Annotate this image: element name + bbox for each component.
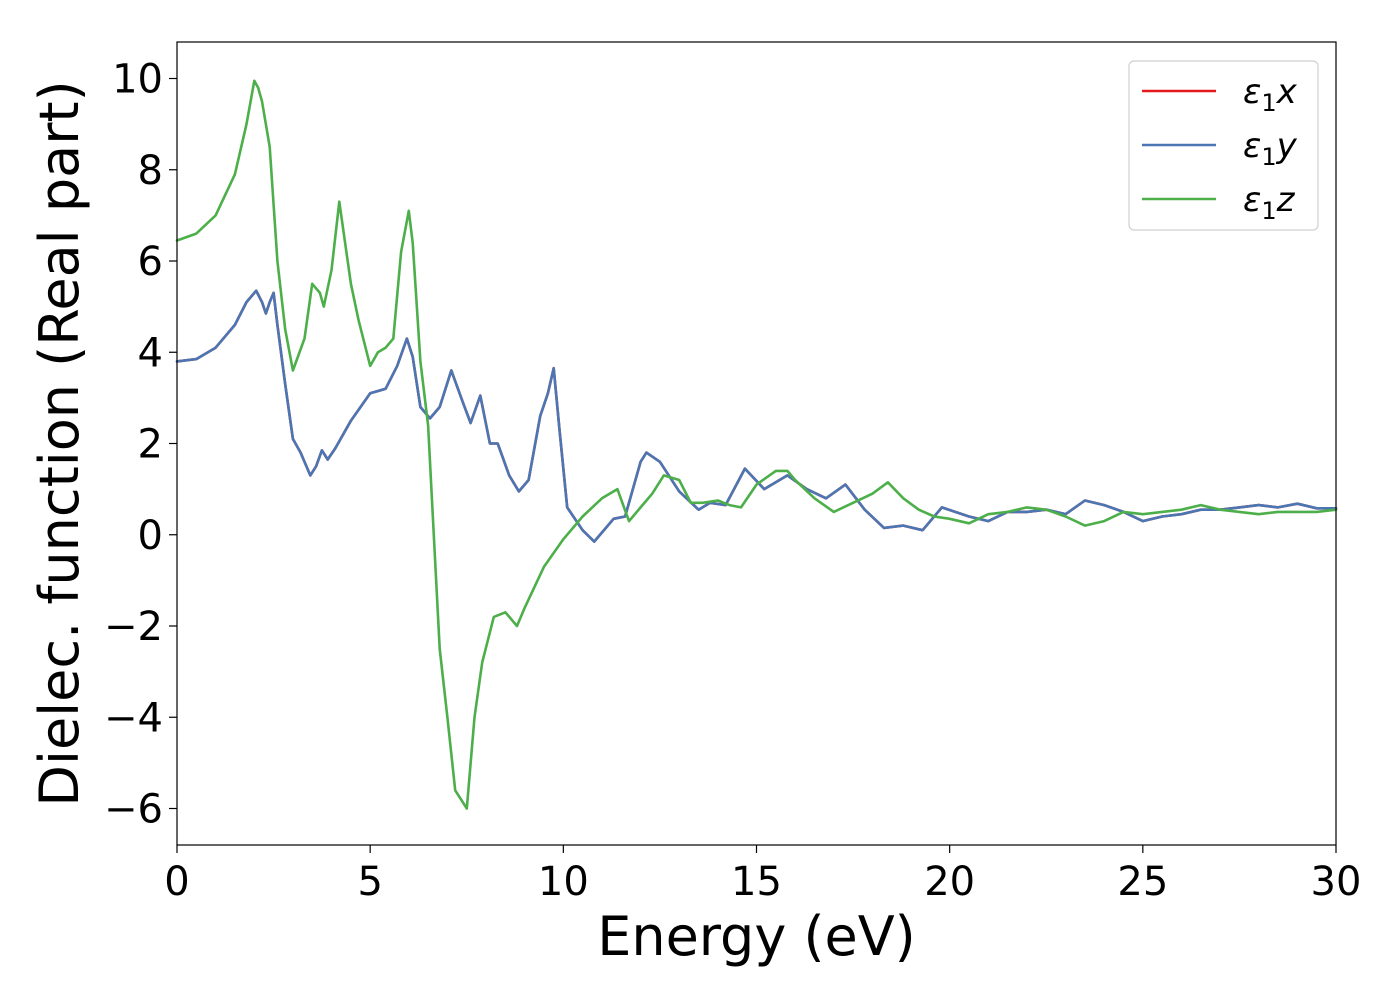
legend-label-z: ε1z (1243, 180, 1296, 225)
x-tick-label: 20 (924, 859, 975, 905)
y-tick-label: 0 (138, 513, 163, 559)
x-tick-label: 30 (1311, 859, 1362, 905)
y-tick-label: −2 (104, 604, 163, 650)
y-axis-label: Dielec. function (Real part) (28, 80, 91, 806)
y-tick-label: 10 (112, 57, 163, 103)
x-tick-label: 25 (1117, 859, 1168, 905)
series-lines (175, 79, 1338, 810)
legend-label-x: ε1x (1243, 72, 1298, 117)
axis-ticks: 0 5 10 15 20 25 30 −6 −4 −2 0 2 4 6 8 10 (104, 57, 1361, 906)
x-tick-label: 15 (731, 859, 782, 905)
x-tick-label: 5 (357, 859, 382, 905)
y-tick-label: 8 (138, 148, 163, 194)
x-tick-label: 0 (164, 859, 189, 905)
x-axis-label: Energy (eV) (597, 905, 916, 968)
legend: ε1x ε1y ε1z (1128, 60, 1319, 231)
series-line-z (175, 79, 1338, 810)
series-line-y (175, 289, 1338, 543)
x-tick-label: 10 (538, 859, 589, 905)
legend-label-y: ε1y (1243, 126, 1298, 171)
series-line-x (175, 289, 1338, 543)
y-tick-label: 4 (138, 330, 163, 376)
y-tick-label: 6 (138, 239, 163, 285)
y-tick-label: −4 (104, 695, 163, 741)
legend-box (1128, 60, 1319, 231)
y-tick-label: −6 (104, 787, 163, 833)
y-tick-label: 2 (138, 422, 163, 468)
